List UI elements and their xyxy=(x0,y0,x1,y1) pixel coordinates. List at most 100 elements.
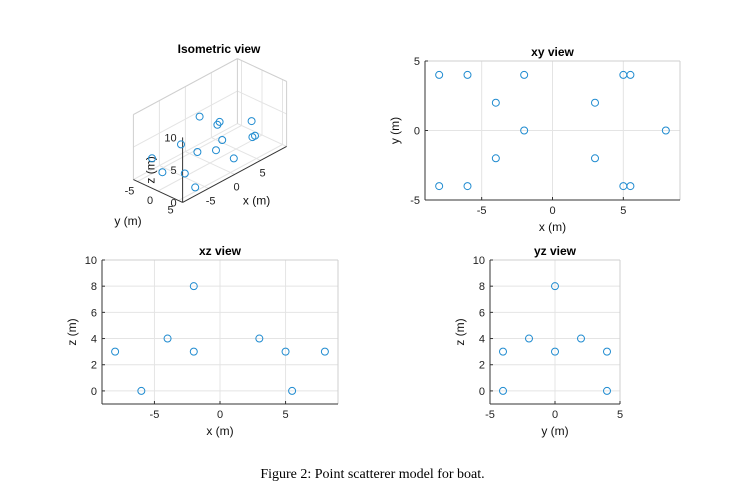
data-point xyxy=(626,70,635,79)
data-point xyxy=(212,146,220,155)
chart-title: xz view xyxy=(199,244,242,258)
x-tick-label: 0 xyxy=(217,409,223,421)
data-point xyxy=(591,98,599,107)
data-point xyxy=(320,347,329,356)
y-tick-label: 4 xyxy=(479,334,485,346)
wall-grid-z xyxy=(133,90,238,148)
data-point xyxy=(163,334,172,343)
data-point xyxy=(251,131,259,140)
data-point xyxy=(435,182,444,191)
data-point xyxy=(191,183,200,192)
x-axis-label: y (m) xyxy=(541,424,568,438)
data-point xyxy=(218,136,227,144)
z-tick-label: 0 xyxy=(170,197,176,209)
wall-grid-z xyxy=(133,123,238,181)
x-tick-label: 5 xyxy=(260,167,266,179)
data-point xyxy=(158,168,167,177)
back-edge xyxy=(237,58,287,82)
y-tick-label: 6 xyxy=(479,307,485,319)
wall2-grid-z xyxy=(237,90,287,115)
x-tick-label: -5 xyxy=(206,195,216,207)
data-point xyxy=(491,98,500,107)
y-tick-label: 8 xyxy=(479,281,485,293)
data-point xyxy=(499,347,507,356)
x-tick-label: 5 xyxy=(282,409,288,421)
data-point xyxy=(195,112,204,121)
data-point xyxy=(189,347,198,356)
data-point xyxy=(177,140,185,149)
data-point xyxy=(491,154,500,163)
data-point xyxy=(137,386,146,395)
data-point xyxy=(603,386,611,395)
y-axis-line xyxy=(133,179,183,203)
figure-caption: Figure 2: Point scatterer model for boat… xyxy=(260,467,485,482)
data-point xyxy=(520,126,529,135)
floor-grid-y xyxy=(157,134,263,192)
floor-grid-y xyxy=(137,125,242,182)
x-axis-label: x (m) xyxy=(206,424,233,438)
data-point xyxy=(520,70,529,79)
x-tick-label: 0 xyxy=(549,205,555,217)
wall2-grid-z xyxy=(237,123,287,147)
z-tick-label: 5 xyxy=(170,165,176,177)
data-point xyxy=(551,347,559,356)
data-point xyxy=(255,334,264,343)
x-tick-label: 5 xyxy=(617,409,623,421)
data-point xyxy=(148,154,156,163)
data-point xyxy=(215,117,224,126)
y-tick-label: -5 xyxy=(410,195,420,207)
data-point xyxy=(591,154,599,163)
x-axis-line xyxy=(182,145,287,203)
y-tick-label: 2 xyxy=(479,360,485,372)
y-axis-label: y (m) xyxy=(388,117,402,144)
x-tick-label: 0 xyxy=(552,409,558,421)
xy-view-chart: -5 0 5 -5 0 5 xy view x (m) y (m) xyxy=(388,45,681,234)
y-tick-label: 0 xyxy=(91,386,97,398)
back-edge xyxy=(133,58,238,116)
data-point xyxy=(288,386,297,395)
data-point xyxy=(111,347,120,356)
y-tick-label: 5 xyxy=(167,205,173,217)
data-point xyxy=(577,334,585,343)
y-tick-label: 0 xyxy=(414,126,420,138)
data-point xyxy=(229,154,238,163)
data-point xyxy=(281,347,290,356)
y-tick-label: 10 xyxy=(473,255,485,267)
chart-title: xy view xyxy=(531,45,574,59)
x-tick-label: -5 xyxy=(150,409,160,421)
x-tick-label: 5 xyxy=(620,205,626,217)
y-tick-label: 10 xyxy=(85,255,97,267)
y-tick-label: 5 xyxy=(414,56,420,68)
data-point xyxy=(525,334,533,343)
data-point xyxy=(603,347,611,356)
data-point xyxy=(193,148,202,156)
y-axis-label: y (m) xyxy=(114,214,141,228)
data-point xyxy=(463,70,472,79)
y-axis-label: z (m) xyxy=(453,318,467,345)
z-tick-label: 10 xyxy=(164,132,176,144)
y-tick-label: -5 xyxy=(125,186,135,198)
data-point xyxy=(661,126,670,135)
data-point xyxy=(463,182,472,191)
data-point xyxy=(626,182,635,191)
chart-title: yz view xyxy=(534,244,577,258)
data-point xyxy=(247,117,256,126)
x-tick-label: -5 xyxy=(477,205,487,217)
y-tick-label: 6 xyxy=(91,307,97,319)
data-point xyxy=(499,386,507,395)
z-axis-label: z (m) xyxy=(144,156,158,183)
x-tick-label: -5 xyxy=(485,409,495,421)
data-point xyxy=(180,169,189,178)
y-tick-label: 4 xyxy=(91,334,97,346)
x-axis-label: x (m) xyxy=(539,220,566,234)
y-tick-label: 0 xyxy=(479,386,485,398)
y-tick-label: 2 xyxy=(91,360,97,372)
y-axis-label: z (m) xyxy=(65,318,79,345)
x-tick-label: 0 xyxy=(234,181,240,193)
y-tick-label: 8 xyxy=(91,281,97,293)
x-axis-label: x (m) xyxy=(243,193,270,207)
data-point xyxy=(551,282,559,291)
